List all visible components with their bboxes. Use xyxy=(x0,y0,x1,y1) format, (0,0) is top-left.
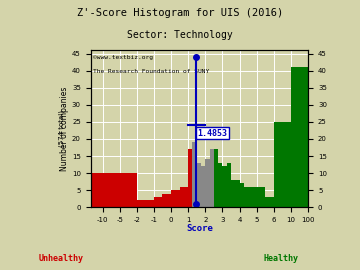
Text: Unhealthy: Unhealthy xyxy=(39,254,84,263)
Bar xyxy=(210,149,214,207)
Bar xyxy=(92,173,103,207)
Bar xyxy=(197,163,201,207)
Bar xyxy=(222,166,227,207)
Y-axis label: Number of companies: Number of companies xyxy=(60,86,69,171)
Bar xyxy=(239,183,244,207)
Bar xyxy=(193,142,197,207)
X-axis label: Score: Score xyxy=(186,224,213,233)
Text: 1.4853: 1.4853 xyxy=(197,129,227,137)
Bar xyxy=(244,187,248,207)
Bar xyxy=(214,149,218,207)
Bar xyxy=(171,190,180,207)
Text: The Research Foundation of SUNY: The Research Foundation of SUNY xyxy=(93,69,209,74)
Bar xyxy=(162,194,171,207)
Bar xyxy=(252,187,257,207)
Text: Sector: Technology: Sector: Technology xyxy=(127,30,233,40)
Text: Healthy: Healthy xyxy=(263,254,298,263)
Bar xyxy=(154,197,162,207)
Bar xyxy=(218,163,222,207)
Text: (574 total): (574 total) xyxy=(59,110,66,147)
Bar xyxy=(265,197,274,207)
Bar xyxy=(235,180,239,207)
Bar xyxy=(188,149,193,207)
Bar xyxy=(120,173,137,207)
Bar xyxy=(205,160,210,207)
Bar xyxy=(274,122,291,207)
Bar xyxy=(227,163,231,207)
Bar xyxy=(201,166,205,207)
Bar xyxy=(103,173,120,207)
Text: ©www.textbiz.org: ©www.textbiz.org xyxy=(93,55,153,60)
Bar xyxy=(180,187,188,207)
Bar xyxy=(257,187,265,207)
Bar xyxy=(248,187,252,207)
Bar xyxy=(137,200,154,207)
Text: Z'-Score Histogram for UIS (2016): Z'-Score Histogram for UIS (2016) xyxy=(77,8,283,18)
Bar xyxy=(231,180,235,207)
Bar xyxy=(291,67,308,207)
